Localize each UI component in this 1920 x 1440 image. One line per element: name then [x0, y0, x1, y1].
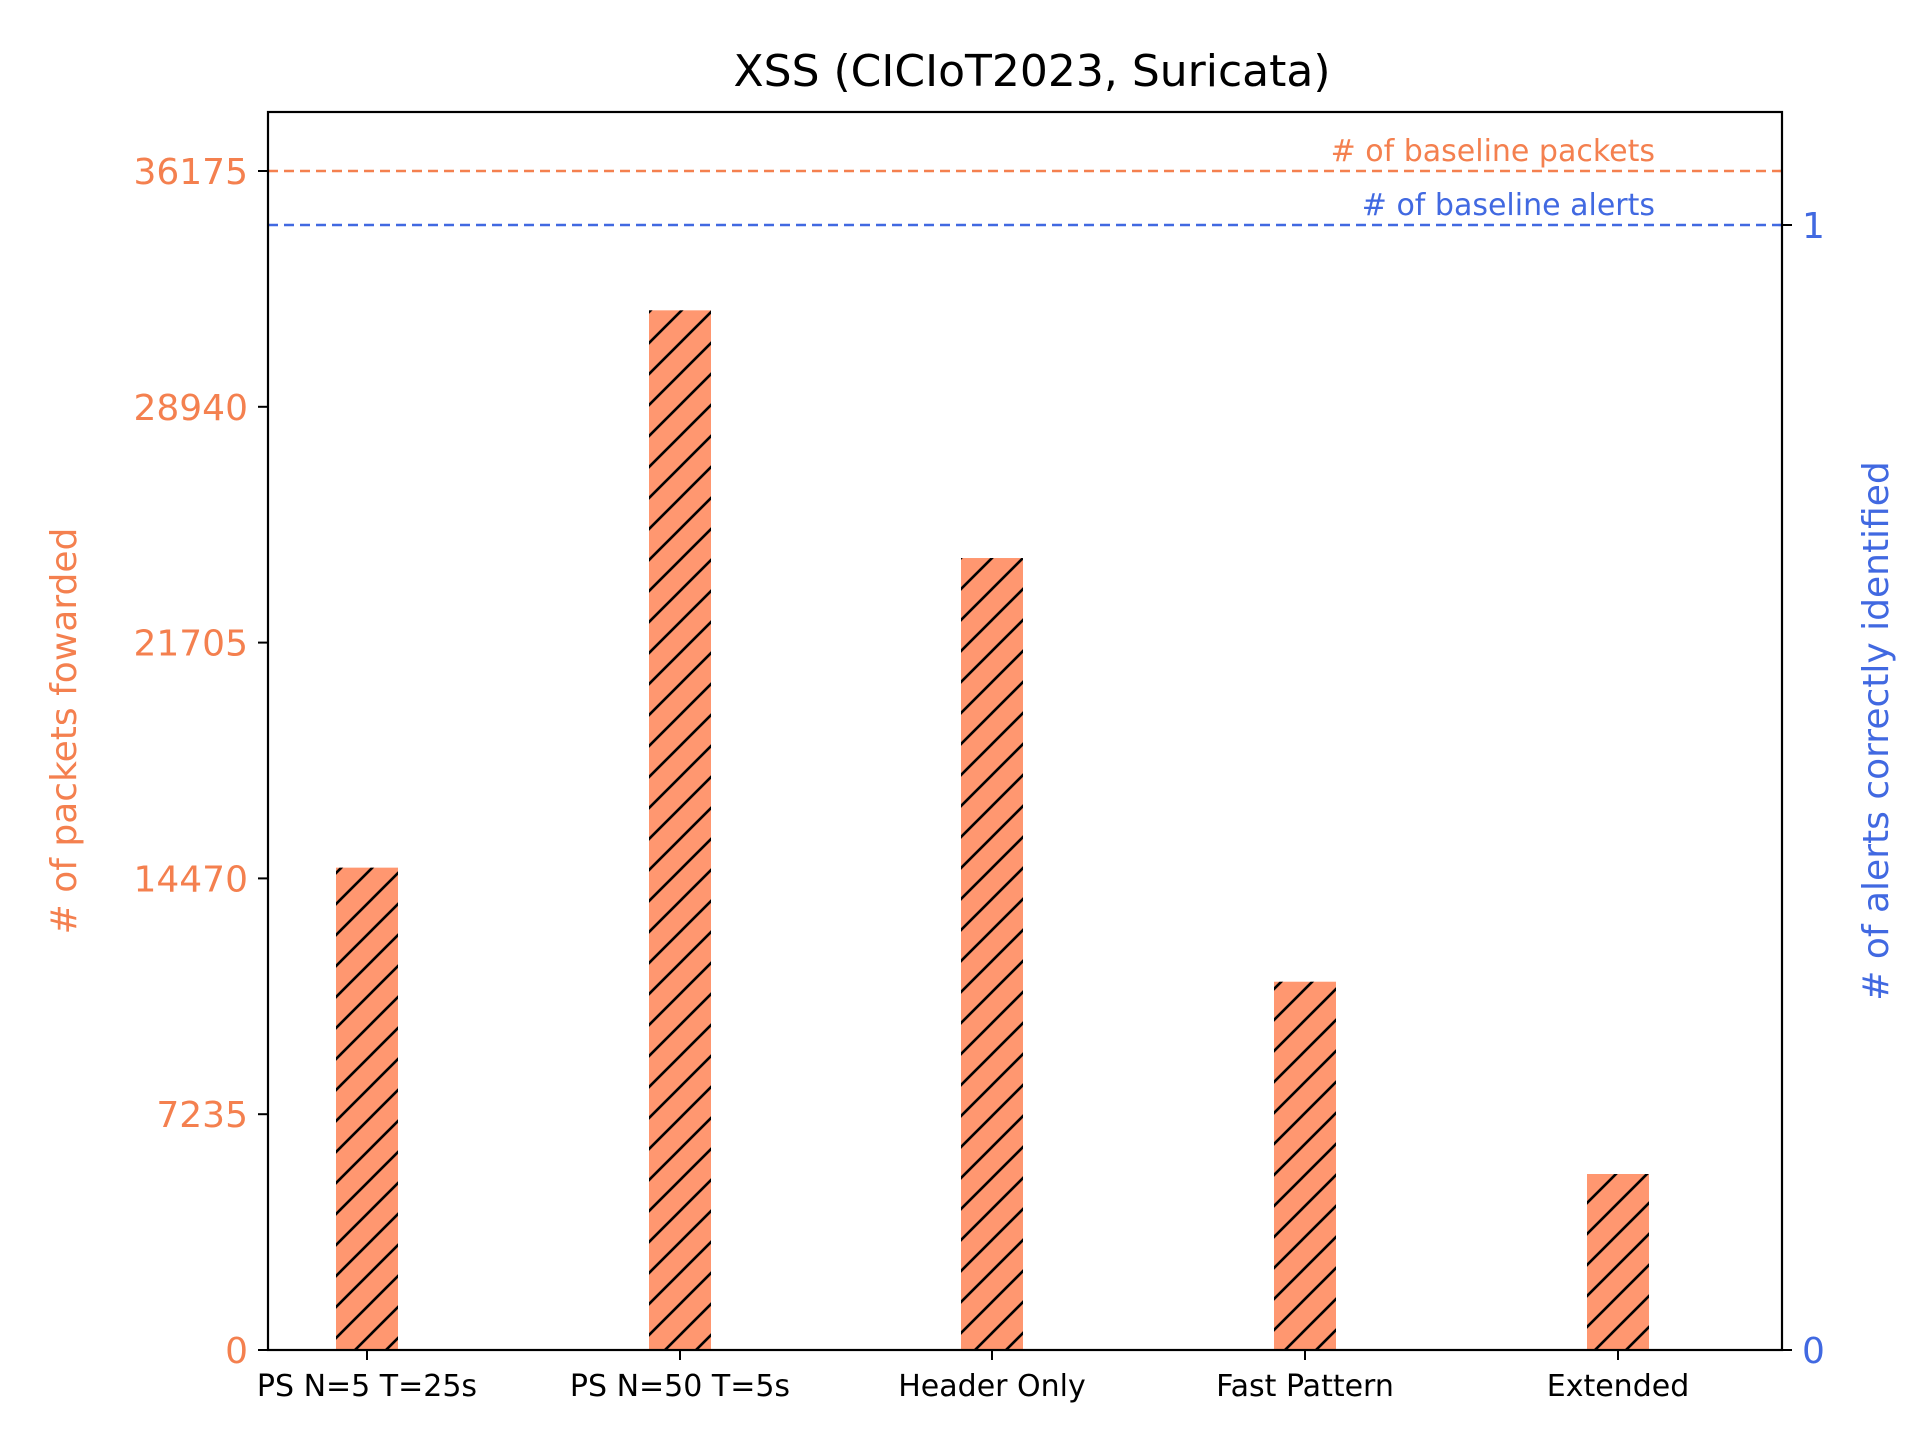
x-axis-ticks: PS N=5 T=25s PS N=50 T=5s Header Only Fast … [257, 1350, 1689, 1404]
bar [961, 558, 1023, 1350]
right-tick-label: 1 [1802, 206, 1825, 247]
x-tick-label: PS N=5 T=25s [257, 1369, 477, 1404]
bar [649, 310, 711, 1350]
left-tick-label: 36175 [133, 152, 248, 193]
left-tick-label: 0 [225, 1331, 248, 1372]
reference-line-label: # of baseline packets [1331, 134, 1655, 169]
right-axis-ticks: 01 [1782, 206, 1825, 1372]
x-tick-label: Extended [1547, 1369, 1690, 1404]
plot-frame [266, 110, 1784, 1352]
left-tick-label: 21705 [133, 624, 248, 665]
x-tick-label: Header Only [898, 1369, 1086, 1404]
chart-title: XSS (CICIoT2023, Suricata) [734, 46, 1331, 97]
left-tick-label: 7235 [156, 1095, 248, 1136]
right-axis-label: # of alerts correctly identified [1856, 461, 1897, 1001]
bar [336, 867, 398, 1350]
reference-lines-layer: # of baseline packets # of baseline alert… [268, 134, 1782, 227]
bar [1274, 981, 1336, 1350]
reference-line-label: # of baseline alerts [1362, 188, 1655, 223]
bars-layer [336, 310, 1649, 1350]
left-tick-label: 28940 [133, 388, 248, 429]
left-axis-ticks: 0 7235 14470 21705 28940 36175 [133, 152, 268, 1372]
x-tick-label: Fast Pattern [1216, 1369, 1394, 1404]
x-tick-label: PS N=50 T=5s [570, 1369, 790, 1404]
right-tick-label: 0 [1802, 1331, 1825, 1372]
left-axis-label: # of packets fowarded [44, 528, 85, 935]
bar [1587, 1174, 1649, 1350]
left-tick-label: 14470 [133, 859, 248, 900]
